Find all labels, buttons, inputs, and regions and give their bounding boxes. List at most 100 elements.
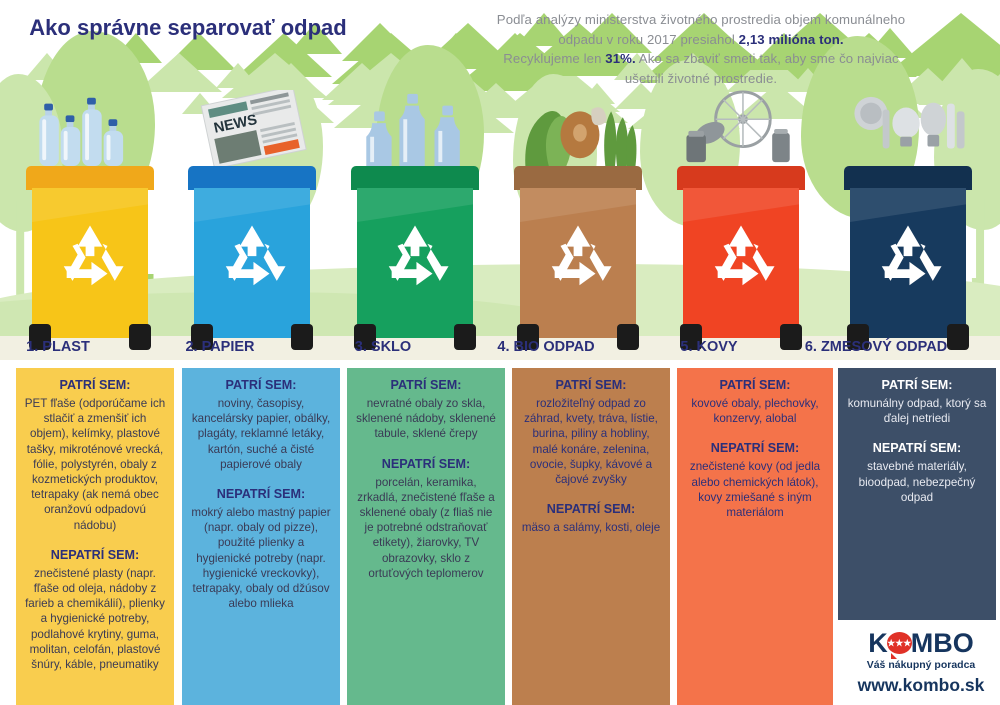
bin-wheel: [680, 324, 702, 350]
bin-label-zmesovy: 6. ZMESOVÝ ODPAD: [804, 339, 948, 355]
newspaper-icon: NEWS: [192, 85, 312, 170]
belongs-text: komunálny odpad, ktorý sa ďalej netriedi: [847, 397, 987, 426]
kombo-url[interactable]: www.kombo.sk: [857, 675, 985, 695]
intro-line-3-text: Recyklujeme len: [503, 51, 606, 66]
not-belongs-heading: NEPATRÍ SEM:: [50, 547, 140, 562]
belongs-text: rozložiteľný odpad zo záhrad, kvety, trá…: [524, 397, 658, 487]
bin-wheel: [129, 324, 151, 350]
info-panel-sklo: PATRÍ SEM: nevratné obaly zo skla, sklene…: [347, 368, 505, 705]
intro-line-4: ušetrili životné prostredie.: [624, 70, 778, 86]
vegetables-icon: [518, 90, 638, 166]
recycle-icon: [378, 224, 452, 294]
bin-lid: [677, 166, 805, 190]
recycle-icon: [871, 224, 945, 294]
recycle-icon: [215, 224, 289, 294]
recycle-icon: [704, 224, 778, 294]
recycle-icon: [541, 224, 615, 294]
bin-wheel: [29, 324, 51, 350]
bin-zmesovy: [844, 96, 972, 350]
intro-percent: 31%.: [605, 51, 636, 66]
waste-bin-icon: [351, 166, 479, 350]
bin-plast: [26, 97, 154, 350]
bin-label-papier: 2. PAPIER: [185, 339, 255, 355]
info-panel-zmesovy: PATRÍ SEM: komunálny odpad, ktorý sa ďale…: [838, 368, 996, 620]
belongs-heading: PATRÍ SEM:: [225, 378, 297, 392]
recycle-icon: [53, 224, 127, 294]
not-belongs-text: stavebné materiály, bioodpad, nebezpečný…: [858, 460, 976, 504]
waste-bin-icon: [26, 166, 154, 350]
ground-strip: [0, 336, 1000, 360]
bin-wheel: [517, 324, 539, 350]
bin-bio: [514, 107, 642, 350]
intro-line-3-rest: Ako sa zbaviť smeti tak, aby sme čo najv…: [635, 51, 899, 66]
not-belongs-text: mokrý alebo mastný papier (napr. obaly o…: [191, 506, 331, 611]
intro-line-1: Podľa analýzy ministerstva životného pro…: [496, 12, 906, 27]
belongs-heading: PATRÍ SEM:: [881, 378, 953, 392]
glass-bottles-icon: [355, 90, 475, 166]
belongs-heading: PATRÍ SEM:: [59, 378, 131, 392]
not-belongs-heading: NEPATRÍ SEM:: [216, 487, 306, 502]
waste-bin-icon: [844, 166, 972, 350]
bin-body: [357, 188, 473, 338]
mixed-waste-icon: [848, 90, 968, 166]
not-belongs-heading: NEPATRÍ SEM:: [546, 502, 636, 517]
not-belongs-text: porcelán, keramika, zrkadlá, znečistené …: [357, 475, 495, 580]
bin-lid: [844, 166, 972, 190]
speech-bubble-icon: ★★★: [886, 632, 912, 659]
kombo-logo[interactable]: K ★★★ MBO Váš nákupný poradca www.kombo.sk: [846, 628, 996, 696]
bin-wheel: [617, 324, 639, 350]
bin-body: [850, 188, 966, 338]
not-belongs-text: znečistené kovy (od jedla alebo chemický…: [689, 460, 821, 520]
bin-wheel: [847, 324, 869, 350]
intro-line-2-text: odpadu v roku 2017 presiahol: [558, 31, 739, 47]
kombo-tagline: Váš nákupný poradca: [866, 659, 976, 671]
belongs-text: nevratné obaly zo skla, sklenené nádoby,…: [356, 397, 496, 441]
not-belongs-heading: NEPATRÍ SEM:: [872, 441, 962, 456]
belongs-heading: PATRÍ SEM:: [390, 378, 462, 392]
kombo-brand-right: MBO: [910, 628, 974, 658]
belongs-heading: PATRÍ SEM:: [719, 378, 791, 392]
bin-label-kovy: 5. KOVY: [680, 339, 738, 355]
bin-label-sklo: 3. SKLO: [354, 339, 412, 355]
waste-bin-icon: [514, 166, 642, 350]
plastic-bottles-icon: [30, 90, 150, 166]
bin-body: [32, 188, 148, 338]
not-belongs-text: znečistené plasty (napr. fľaše od oleja,…: [25, 566, 165, 672]
kombo-brand-left: K: [868, 628, 888, 658]
info-panel-plast: PATRÍ SEM: PET fľaše (odporúčame ich stla…: [16, 368, 174, 705]
belongs-text: noviny, časopisy, kancelársky papier, ob…: [191, 397, 331, 471]
bin-wheel: [291, 324, 313, 350]
not-belongs-heading: NEPATRÍ SEM:: [381, 456, 471, 471]
waste-bin-icon: [677, 166, 805, 350]
bin-lid: [514, 166, 642, 190]
bin-lid: [188, 166, 316, 190]
bin-body: [683, 188, 799, 338]
bin-wheel: [947, 324, 969, 350]
bin-sklo: [351, 93, 479, 350]
belongs-text: PET fľaše (odporúčame ich stlačiť a zmen…: [24, 397, 166, 532]
bin-label-bio: 4. BIO ODPAD: [497, 339, 595, 355]
bin-wheel: [354, 324, 376, 350]
bin-body: [194, 188, 310, 338]
bin-wheel: [191, 324, 213, 350]
belongs-text: kovové obaly, plechovky, konzervy, aloba…: [691, 397, 819, 426]
bin-wheel: [454, 324, 476, 350]
bin-papier: NEWS: [188, 85, 316, 350]
info-panel-papier: PATRÍ SEM: noviny, časopisy, kancelársky …: [182, 368, 340, 705]
intro-tonnage: 2,13 milióna ton.: [738, 31, 844, 47]
waste-bin-icon: [188, 166, 316, 350]
info-panel-kovy: PATRÍ SEM: kovové obaly, plechovky, konze…: [677, 368, 833, 705]
not-belongs-heading: NEPATRÍ SEM:: [710, 441, 800, 456]
page-title: Ako správne separovať odpad: [29, 15, 347, 40]
stars-glyph: ★★★: [887, 638, 912, 648]
bin-wheel: [780, 324, 802, 350]
info-panel-bio: PATRÍ SEM: rozložiteľný odpad zo záhrad, …: [512, 368, 670, 705]
kombo-wordmark: K ★★★ MBO: [868, 628, 974, 659]
metal-cans-icon: [681, 90, 801, 166]
bin-lid: [26, 166, 154, 190]
bin-body: [520, 188, 636, 338]
belongs-heading: PATRÍ SEM:: [555, 378, 627, 392]
intro-paragraph: Podľa analýzy ministerstva životného pro…: [405, 10, 997, 88]
bin-label-plast: 1. PLAST: [26, 339, 90, 355]
bin-kovy: [677, 90, 805, 350]
